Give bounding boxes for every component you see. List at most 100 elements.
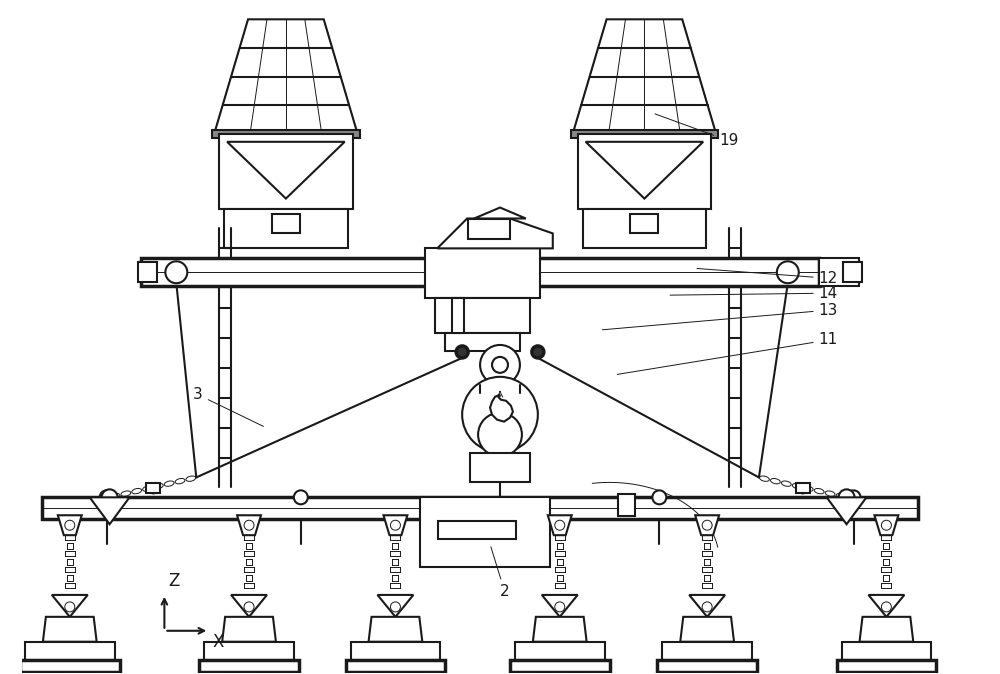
- Polygon shape: [214, 20, 358, 134]
- Circle shape: [65, 520, 75, 530]
- Bar: [578, 134, 711, 208]
- Circle shape: [390, 520, 400, 530]
- Circle shape: [555, 602, 565, 612]
- Bar: [30, 671, 40, 674]
- Bar: [555, 671, 565, 674]
- Circle shape: [777, 262, 799, 283]
- Polygon shape: [227, 142, 345, 199]
- Circle shape: [65, 602, 75, 612]
- Bar: [881, 671, 891, 674]
- Polygon shape: [680, 617, 734, 642]
- Polygon shape: [90, 497, 130, 524]
- Text: 19: 19: [655, 114, 738, 148]
- Bar: [796, 483, 810, 493]
- Polygon shape: [874, 515, 898, 535]
- Circle shape: [555, 520, 565, 530]
- Bar: [204, 642, 294, 660]
- Bar: [510, 660, 610, 671]
- Circle shape: [102, 489, 118, 506]
- Polygon shape: [573, 20, 716, 134]
- Circle shape: [165, 262, 187, 283]
- Polygon shape: [437, 218, 553, 248]
- Circle shape: [294, 491, 308, 504]
- Bar: [390, 671, 400, 674]
- Bar: [425, 248, 540, 298]
- Bar: [657, 660, 757, 671]
- Circle shape: [492, 357, 508, 373]
- Text: Z: Z: [168, 572, 180, 590]
- Bar: [470, 452, 530, 483]
- Bar: [702, 671, 712, 674]
- Text: 11: 11: [617, 332, 838, 374]
- Bar: [571, 130, 718, 137]
- Circle shape: [652, 491, 666, 504]
- Circle shape: [148, 483, 158, 493]
- Bar: [212, 130, 360, 137]
- Bar: [662, 642, 752, 660]
- Text: 14: 14: [670, 286, 838, 301]
- Bar: [583, 208, 706, 248]
- Bar: [819, 258, 859, 286]
- Polygon shape: [369, 617, 422, 642]
- Circle shape: [244, 602, 254, 612]
- Bar: [590, 671, 600, 674]
- Bar: [224, 208, 348, 248]
- Bar: [667, 671, 677, 674]
- Bar: [25, 642, 115, 660]
- Bar: [837, 660, 936, 671]
- Polygon shape: [474, 208, 526, 218]
- Polygon shape: [237, 515, 261, 535]
- Polygon shape: [58, 515, 82, 535]
- Bar: [520, 671, 530, 674]
- Polygon shape: [222, 617, 276, 642]
- Bar: [435, 298, 530, 333]
- Bar: [438, 521, 516, 539]
- Bar: [199, 660, 299, 671]
- Polygon shape: [868, 595, 904, 617]
- Circle shape: [480, 345, 520, 385]
- Bar: [916, 671, 926, 674]
- Polygon shape: [689, 595, 725, 617]
- Bar: [20, 660, 120, 671]
- Bar: [425, 671, 435, 674]
- Bar: [279, 671, 289, 674]
- Bar: [351, 642, 440, 660]
- Bar: [452, 298, 464, 333]
- Circle shape: [244, 520, 254, 530]
- Polygon shape: [43, 617, 97, 642]
- Circle shape: [390, 602, 400, 612]
- Polygon shape: [860, 617, 913, 642]
- Bar: [42, 497, 918, 519]
- Text: X: X: [212, 633, 224, 651]
- Bar: [737, 671, 747, 674]
- Polygon shape: [533, 617, 587, 642]
- Bar: [847, 671, 857, 674]
- Circle shape: [847, 491, 861, 504]
- Bar: [420, 497, 550, 567]
- Bar: [100, 671, 110, 674]
- Circle shape: [881, 520, 891, 530]
- Bar: [244, 671, 254, 674]
- Polygon shape: [827, 497, 866, 524]
- Polygon shape: [542, 595, 578, 617]
- Bar: [515, 642, 605, 660]
- Bar: [618, 494, 635, 516]
- Circle shape: [839, 489, 855, 506]
- Bar: [842, 642, 931, 660]
- Text: 2: 2: [491, 547, 510, 599]
- Circle shape: [478, 412, 522, 456]
- Bar: [138, 262, 157, 282]
- Polygon shape: [490, 395, 513, 422]
- Bar: [356, 671, 366, 674]
- Circle shape: [532, 346, 544, 358]
- Circle shape: [881, 602, 891, 612]
- Bar: [468, 220, 510, 239]
- Bar: [209, 671, 219, 674]
- Bar: [141, 258, 819, 286]
- Bar: [65, 671, 75, 674]
- Polygon shape: [695, 515, 719, 535]
- Bar: [843, 262, 862, 282]
- Bar: [146, 483, 160, 493]
- Polygon shape: [378, 595, 413, 617]
- Text: 3: 3: [193, 388, 263, 427]
